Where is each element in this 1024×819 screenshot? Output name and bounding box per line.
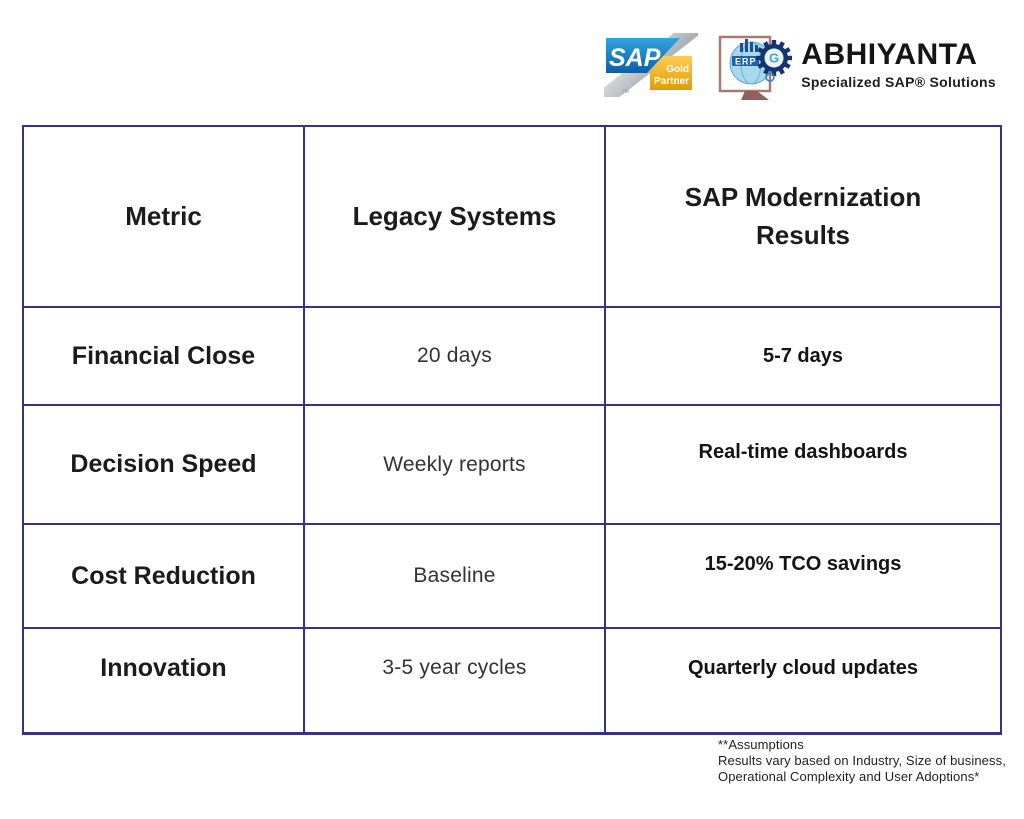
col-header-legacy: Legacy Systems xyxy=(303,125,606,308)
tm-mark: TM xyxy=(622,89,629,95)
abhiyanta-wordmark: ABHIYANTA Specialized SAP® Solutions xyxy=(801,38,996,91)
footnote-line1: **Assumptions xyxy=(718,737,804,752)
sap-result-cell: Real-time dashboards xyxy=(604,404,1002,525)
col-header-metric: Metric xyxy=(22,125,305,308)
legacy-cell: 20 days xyxy=(303,306,606,406)
legacy-cell: 3-5 year cycles xyxy=(303,627,606,734)
table-row: Cost Reduction Baseline 15-20% TCO savin… xyxy=(22,523,1002,629)
table-row: Financial Close 20 days 5-7 days xyxy=(22,306,1002,406)
table-header-row: Metric Legacy Systems SAP Modernization … xyxy=(22,125,1002,308)
metric-cell: Innovation xyxy=(22,627,305,734)
table-row: Innovation 3-5 year cycles Quarterly clo… xyxy=(22,627,1002,734)
sap-result-cell: Quarterly cloud updates xyxy=(604,627,1002,734)
sap-result-cell: 15-20% TCO savings xyxy=(604,523,1002,629)
stand-shape xyxy=(741,91,770,100)
sap-gold-partner-icon: SAP Gold Partner TM xyxy=(604,33,699,97)
abhiyanta-subtitle: Specialized SAP® Solutions xyxy=(801,74,996,90)
metric-cell: Financial Close xyxy=(22,306,305,406)
comparison-table: Metric Legacy Systems SAP Modernization … xyxy=(22,125,1002,735)
legacy-cell: Baseline xyxy=(303,523,606,629)
sap-gold-partner-logo: SAP Gold Partner TM xyxy=(604,33,699,97)
gear-letter: G xyxy=(769,51,779,66)
gear-shape: G xyxy=(756,40,793,76)
sap-wordmark: SAP xyxy=(609,44,661,72)
metric-cell: Decision Speed xyxy=(22,404,305,525)
abhiyanta-logo: ERP G xyxy=(718,28,996,102)
footnote-line3: Operational Complexity and User Adoption… xyxy=(718,769,980,784)
abhiyanta-title: ABHIYANTA xyxy=(801,38,978,71)
header-logos: SAP Gold Partner TM ERP xyxy=(604,28,996,102)
erp-label: ERP xyxy=(735,57,757,67)
gold-badge-line1: Gold xyxy=(667,64,690,75)
gold-badge-line2: Partner xyxy=(654,76,689,87)
footnote-line2: Results vary based on Industry, Size of … xyxy=(718,753,1006,768)
table-row: Decision Speed Weekly reports Real-time … xyxy=(22,404,1002,525)
metric-cell: Cost Reduction xyxy=(22,523,305,629)
footnote: **Assumptions Results vary based on Indu… xyxy=(718,737,1018,785)
sap-result-cell: 5-7 days xyxy=(604,306,1002,406)
legacy-cell: Weekly reports xyxy=(303,404,606,525)
abhiyanta-erp-gear-icon: ERP G xyxy=(719,35,793,100)
col-header-sap-results: SAP Modernization Results xyxy=(604,125,1002,308)
